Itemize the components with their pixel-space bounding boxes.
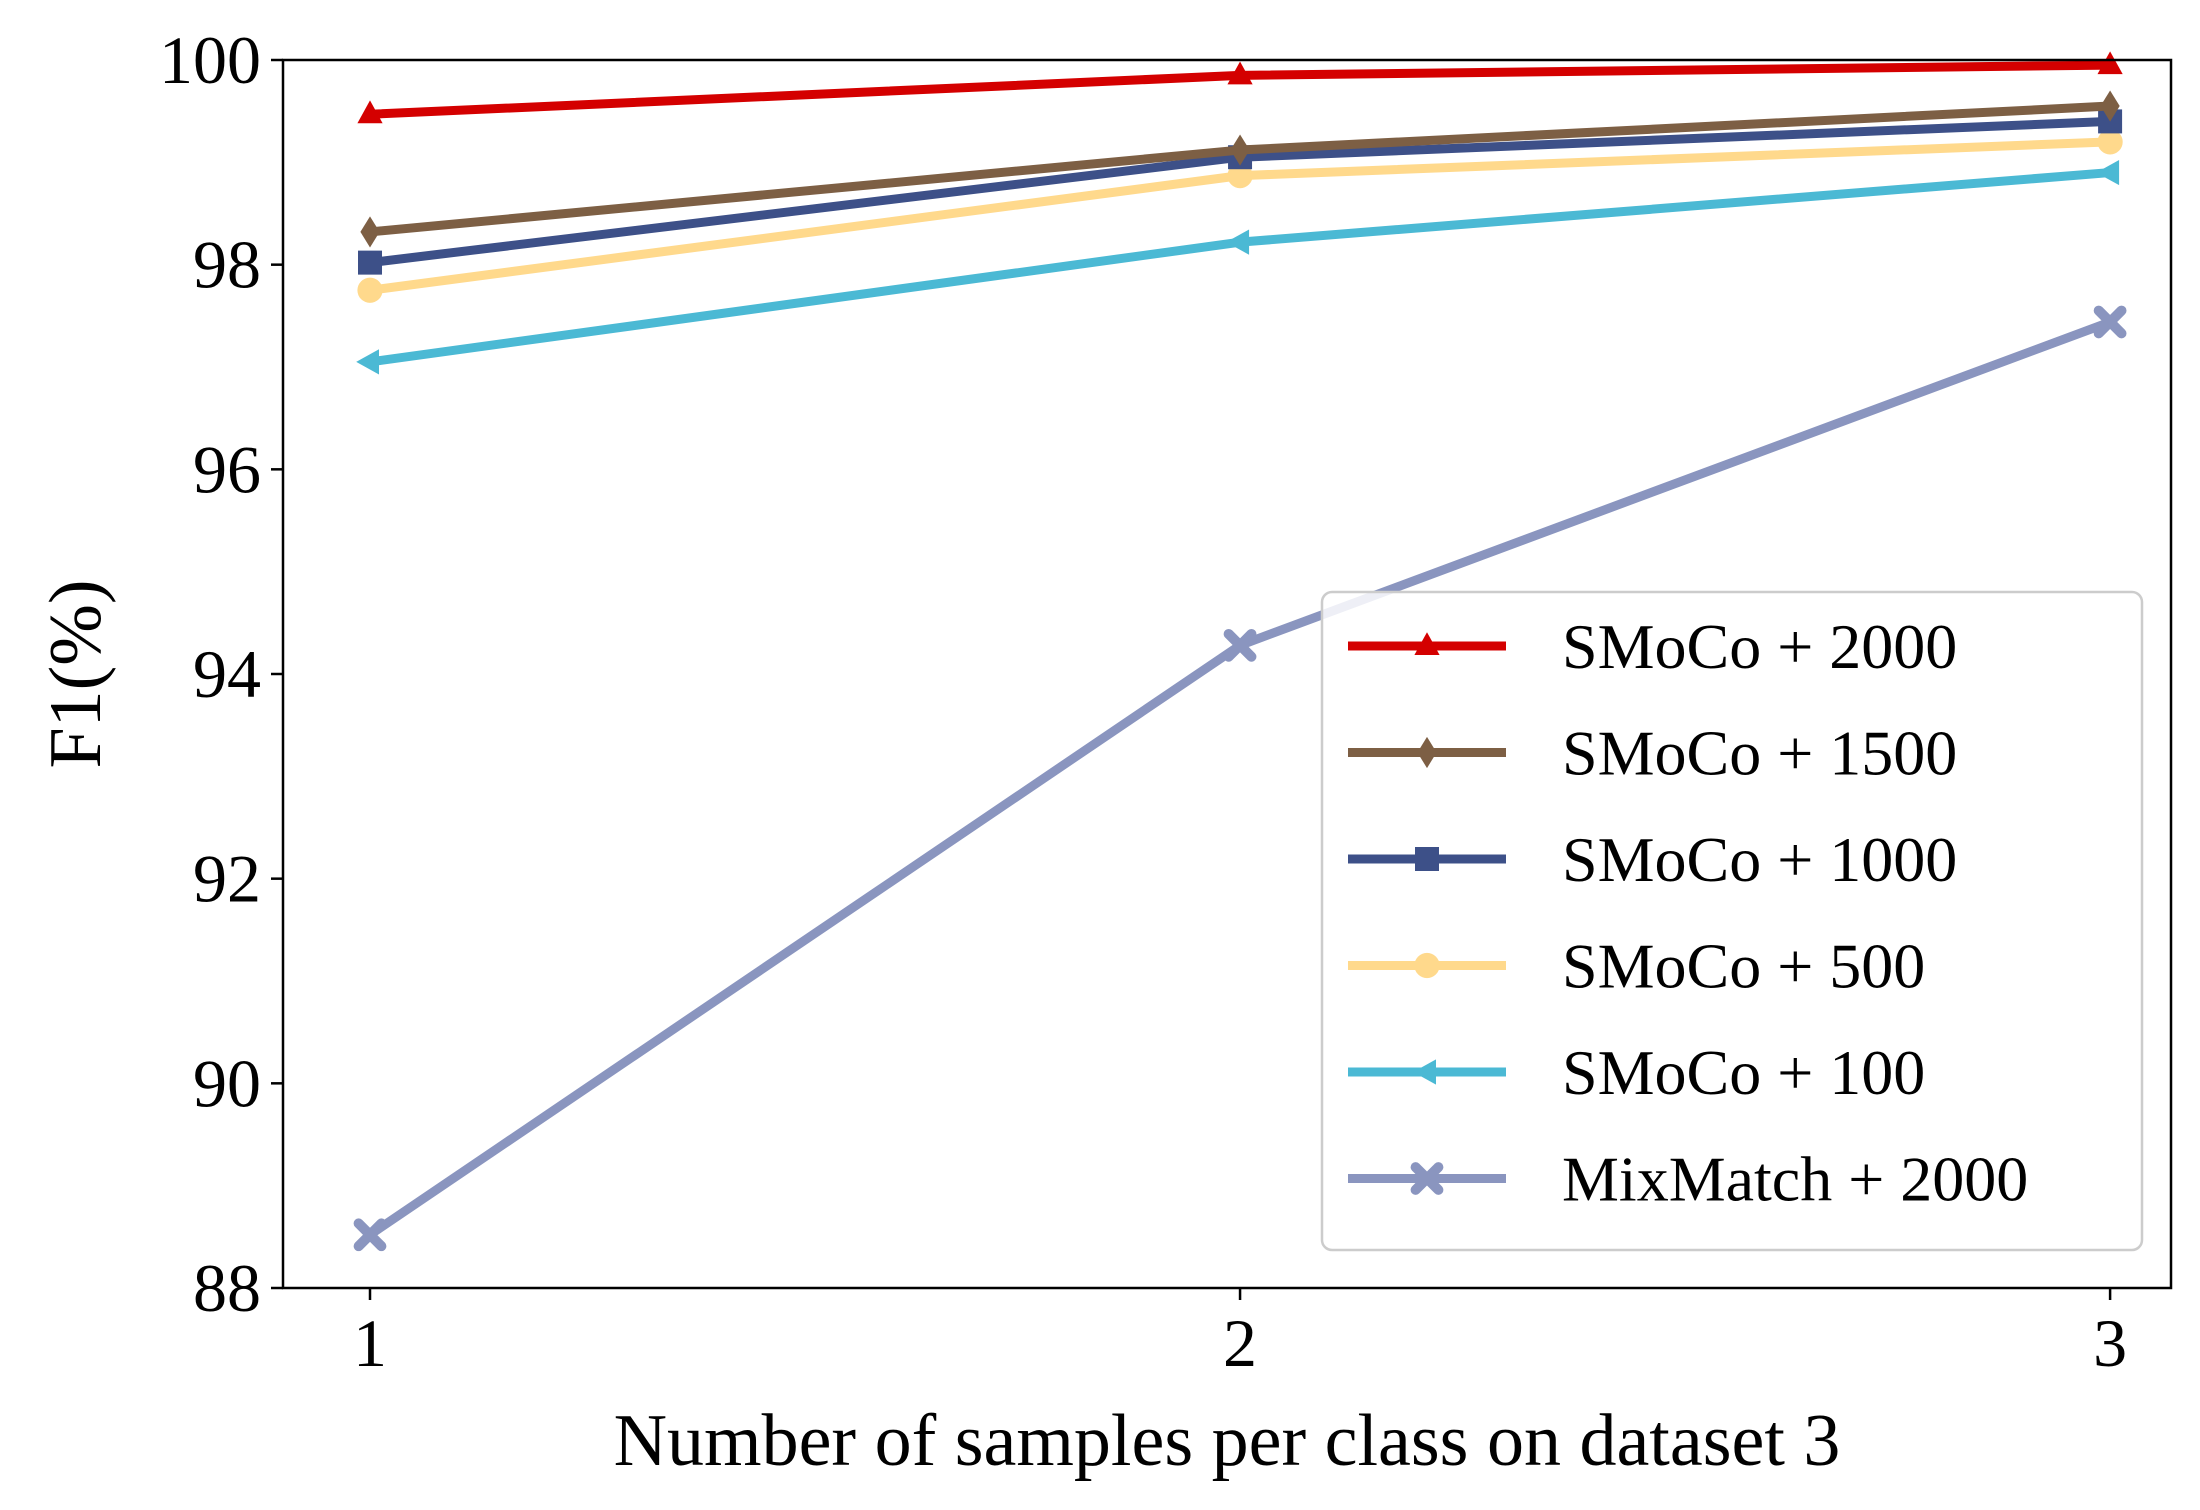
x-tick-label-1: 2: [1223, 1305, 1257, 1381]
series-1-point-0: [360, 216, 380, 248]
series-0-point-2: [2097, 51, 2123, 75]
series-1-point-1: [1230, 134, 1250, 166]
series-layer: [353, 51, 2127, 1252]
legend-label-4: SMoCo + 100: [1562, 1037, 1925, 1108]
legend-marker-2: [1415, 847, 1439, 871]
legend-label-2: SMoCo + 1000: [1562, 824, 1957, 895]
legend-label-5: MixMatch + 2000: [1562, 1144, 2028, 1215]
series-5: [353, 305, 2127, 1252]
y-tick-label-6: 100: [159, 22, 261, 98]
legend-frame: [1320, 590, 2144, 1252]
y-tick-label-0: 88: [193, 1250, 261, 1326]
series-3-point-0: [357, 277, 383, 303]
legend-marker-5: [1410, 1162, 1444, 1195]
axis-ticks: 88 90 92 94 96 98 100 1 2 3: [159, 22, 2127, 1381]
legend-label-3: SMoCo + 500: [1562, 931, 1925, 1002]
y-tick-label-4: 96: [193, 431, 261, 507]
series-1-point-2: [2100, 90, 2120, 122]
x-axis-label: Number of samples per class on dataset 3: [614, 1400, 1841, 1482]
series-5-point-0: [353, 1218, 387, 1252]
y-tick-label-3: 94: [193, 636, 261, 712]
legend-marker-1: [1417, 736, 1437, 769]
series-5-point-1: [1223, 628, 1257, 662]
legend-marker-0: [1414, 632, 1440, 655]
series-4-point-0: [356, 349, 380, 375]
series-0: [357, 51, 2123, 124]
series-3: [357, 129, 2123, 303]
series-5-point-1-stroke-b: [1223, 628, 1257, 662]
legend-marker-5-stroke-b: [1410, 1162, 1444, 1195]
series-3-point-2: [2097, 129, 2123, 155]
x-tick-label-2: 3: [2093, 1305, 2127, 1381]
series-1: [360, 90, 2120, 248]
x-tick-label-0: 1: [353, 1305, 387, 1381]
legend-label-1: SMoCo + 1500: [1562, 718, 1957, 789]
y-axis-label: F1(%): [35, 579, 117, 768]
y-tick-label-1: 90: [193, 1045, 261, 1121]
series-4: [356, 159, 2120, 375]
series-4-point-1: [1226, 229, 1250, 255]
legend-label-0: SMoCo + 2000: [1562, 611, 1957, 682]
series-5-point-2-stroke-b: [2093, 305, 2127, 339]
series-0-point-1: [1227, 61, 1253, 85]
legend: SMoCo + 2000 SMoCo + 1500 SMoCo + 1000 SMoC…: [1320, 590, 2144, 1252]
series-0-point-0: [357, 100, 383, 124]
y-tick-label-5: 98: [193, 227, 261, 303]
y-tick-label-2: 92: [193, 841, 261, 917]
series-5-point-2: [2093, 305, 2127, 339]
series-3-point-1: [1227, 163, 1253, 189]
series-4-point-2: [2096, 159, 2120, 186]
legend-marker-3: [1414, 952, 1440, 979]
series-5-point-0-stroke-b: [353, 1218, 387, 1252]
series-2-point-0: [358, 250, 383, 275]
legend-marker-4: [1413, 1059, 1436, 1085]
